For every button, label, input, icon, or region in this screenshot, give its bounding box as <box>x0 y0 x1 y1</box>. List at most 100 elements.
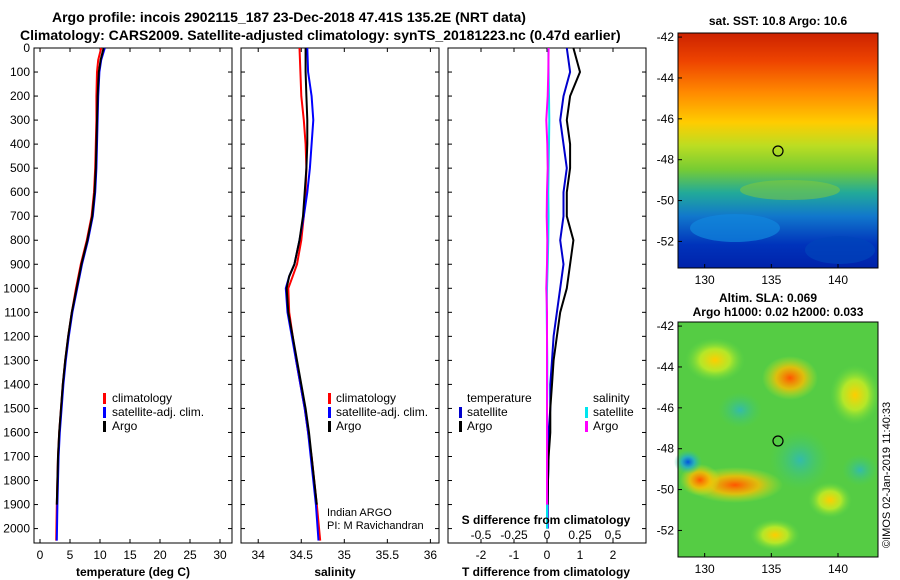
map-y-tick-label: -46 <box>657 112 675 126</box>
sla-map-anomaly <box>674 450 702 474</box>
x-tick-label: 35.5 <box>376 548 400 562</box>
y-tick-label: 1800 <box>3 474 30 488</box>
x-tick-label: 5 <box>67 548 74 562</box>
sla-map-anomaly <box>750 519 800 551</box>
temperature-x-axis: 0 5 10 15 20 25 30 <box>37 48 227 562</box>
title-line-2: Climatology: CARS2009. Satellite-adjuste… <box>20 27 621 43</box>
legend-label-s-argo: Argo <box>593 419 619 433</box>
map-x-tick-label: 140 <box>828 562 848 576</box>
series-line <box>55 47 103 541</box>
credit-line-2: PI: M Ravichandran <box>327 520 424 532</box>
s-tick-label: 0.5 <box>605 528 622 542</box>
legend-swatch-argo <box>328 421 331 432</box>
y-tick-label: 1200 <box>3 329 30 343</box>
y-tick-label: 700 <box>10 209 30 223</box>
map-y-tick-label: -52 <box>657 234 675 248</box>
y-tick-label: 1400 <box>3 377 30 391</box>
legend-swatch-t-argo <box>459 421 462 432</box>
y-tick-label: 1600 <box>3 425 30 439</box>
x-tick-label: 34.5 <box>290 548 314 562</box>
difference-x-axis: -2 -1 0 1 2 <box>476 48 617 562</box>
depth-axis: 0 100 200 300 400 500 600 700 800 900 1000 1100 1200… <box>3 41 232 536</box>
temperature-panel: 0100200300400500600700800900100011001200… <box>3 41 233 579</box>
y-tick-label: 0 <box>23 41 30 55</box>
map-y-tick-label: -42 <box>657 30 675 44</box>
x-tick-label: 34 <box>252 548 266 562</box>
argo-location-marker <box>772 145 784 157</box>
salinity-x-axis: 34 34.5 35 35.5 36 <box>252 48 438 562</box>
sla-map-frame <box>677 321 879 558</box>
title-line-1: Argo profile: incois 2902115_187 23-Dec-… <box>52 9 526 25</box>
map-y-tick-label: -48 <box>657 153 675 167</box>
legend-swatch-climatology <box>103 393 106 404</box>
map-y-tick-label: -44 <box>657 71 675 85</box>
x-tick-label: 0 <box>37 548 44 562</box>
legend-label-t-satellite: satellite <box>467 405 508 419</box>
x-tick-label: 36 <box>424 548 438 562</box>
legend-swatch-satellite <box>328 407 331 418</box>
sla-map-anomaly <box>830 365 880 425</box>
s-tick-label: -0.5 <box>471 528 492 542</box>
legend-label-argo: Argo <box>336 419 362 433</box>
map-x-tick-label: 130 <box>695 273 715 287</box>
x-tick-label: 15 <box>123 548 137 562</box>
y-tick-label: 1100 <box>4 305 30 319</box>
temperature-legend: climatology satellite-adj. clim. Argo <box>103 391 204 433</box>
sst-map-cold-patch <box>805 236 875 264</box>
sla-map-title-2: Argo h1000: 0.02 h2000: 0.033 <box>693 305 864 319</box>
salinity-panel: 34 34.5 35 35.5 36 salinity climatology sate… <box>240 47 440 579</box>
y-tick-label: 1000 <box>3 281 30 295</box>
y-tick-label: 100 <box>10 65 30 79</box>
x-tick-label: 30 <box>213 548 227 562</box>
x-tick-label: 1 <box>577 548 584 562</box>
legend-salinity-title: salinity <box>593 391 630 405</box>
map-x-tick-label: 135 <box>761 273 781 287</box>
map-y-tick-label: -48 <box>657 442 675 456</box>
legend-swatch-s-satellite <box>585 407 588 418</box>
y-tick-label: 1700 <box>3 449 30 463</box>
x-tick-label: 35 <box>338 548 352 562</box>
temperature-x-label: temperature (deg C) <box>76 565 190 579</box>
credit-line-1: Indian ARGO <box>327 507 392 519</box>
y-tick-label: 400 <box>10 137 30 151</box>
copyright-footer: ©IMOS 02-Jan-2019 11:40:33 <box>881 402 893 548</box>
legend-label-satellite: satellite-adj. clim. <box>112 405 204 419</box>
legend-label-t-argo: Argo <box>467 419 493 433</box>
legend-label-satellite: satellite-adj. clim. <box>336 405 428 419</box>
map-y-tick-label: -50 <box>657 194 675 208</box>
salinity-y-ticks <box>241 47 439 530</box>
sla-map-anomaly <box>808 482 852 518</box>
s-tick-label: 0 <box>544 528 551 542</box>
sla-map-title-1: Altim. SLA: 0.069 <box>719 291 817 305</box>
sst-map-axes: 130 135 140 -42 -44 -46 -48 -50 -52 <box>657 30 849 287</box>
map-y-tick-label: -42 <box>657 319 675 333</box>
series-line <box>55 47 105 505</box>
series-line <box>546 47 581 505</box>
s-tick-label: -0.25 <box>500 528 528 542</box>
y-tick-label: 2000 <box>3 522 30 536</box>
difference-panel: -2 -1 0 1 2 -0.5 -0.25 0 0.25 0.5 T difference f… <box>447 47 647 579</box>
map-x-tick-label: 135 <box>761 562 781 576</box>
y-tick-label: 300 <box>10 113 30 127</box>
legend-swatch-t-satellite <box>459 407 462 418</box>
y-tick-label: 500 <box>10 161 30 175</box>
sla-map-axes: 130 135 140 -42 -44 -46 -48 -50 -52 <box>657 319 849 576</box>
difference-legend: temperature satellite Argo salinity sate… <box>459 391 634 433</box>
x-tick-label: -1 <box>509 548 520 562</box>
legend-label-argo: Argo <box>112 419 138 433</box>
sla-map-anomaly <box>770 430 830 490</box>
x-tick-label: 10 <box>93 548 107 562</box>
legend-swatch-s-argo <box>585 421 588 432</box>
legend-label-s-satellite: satellite <box>593 405 634 419</box>
argo-location-marker <box>772 435 784 447</box>
y-tick-label: 1500 <box>3 401 30 415</box>
sla-map-anomaly <box>685 338 745 382</box>
salinity-legend: climatology satellite-adj. clim. Argo <box>328 391 428 433</box>
sla-map-anomaly <box>762 356 818 400</box>
y-tick-label: 1900 <box>3 498 30 512</box>
map-y-tick-label: -50 <box>657 483 675 497</box>
legend-label-climatology: climatology <box>112 391 172 405</box>
y-tick-label: 800 <box>10 233 30 247</box>
series-line <box>287 47 322 541</box>
x-tick-label: 25 <box>183 548 197 562</box>
